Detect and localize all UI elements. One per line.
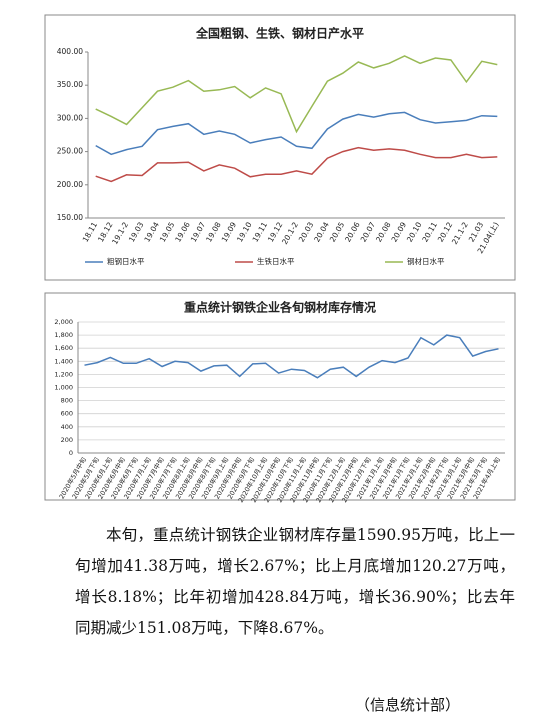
source: （信息统计部） [355, 696, 461, 714]
y-tick-label: 800 [61, 397, 73, 405]
y-tick-label: 600 [61, 410, 73, 418]
chart-title: 全国粗钢、生铁、钢材日产水平 [195, 26, 364, 41]
y-tick-label: 400 [61, 423, 73, 431]
y-tick-label: 1,800 [54, 331, 73, 339]
y-tick-label: 200.00 [57, 180, 83, 189]
series-line [95, 55, 498, 134]
y-tick-label: 1,600 [54, 344, 73, 352]
y-tick-label: 1,200 [54, 370, 73, 378]
chart-title: 重点统计钢铁企业各旬钢材库存情况 [184, 300, 376, 315]
y-tick-label: 300.00 [57, 113, 83, 122]
charts: 全国粗钢、生铁、钢材日产水平 重点统计钢铁企业各旬钢材库存情况 150.00 20… [44, 14, 516, 504]
y-tick-label: 400.00 [57, 47, 83, 56]
y-tick-label: 1,400 [54, 357, 73, 365]
chart-frame [44, 292, 516, 501]
series-line [95, 146, 498, 183]
y-tick-label: 350.00 [57, 80, 83, 89]
y-tick-label: 0 [69, 449, 73, 457]
chart-frame [44, 14, 516, 281]
y-tick-label: 1,000 [54, 384, 73, 392]
series-line [95, 111, 498, 156]
y-tick-label: 200 [61, 436, 73, 444]
y-tick-label: 150.00 [57, 213, 83, 222]
legend-label: 生铁日水平 [257, 256, 295, 266]
paragraph: 本旬，重点统计钢铁企业钢材库存量1590.95万吨，比上一旬增加41.38万吨，… [75, 526, 515, 637]
series-line [84, 334, 499, 379]
legend-label: 粗钢日水平 [107, 256, 145, 266]
legend-label: 钢材日水平 [407, 256, 445, 266]
y-tick-label: 2,000 [54, 318, 73, 326]
y-tick-label: 250.00 [57, 147, 83, 156]
